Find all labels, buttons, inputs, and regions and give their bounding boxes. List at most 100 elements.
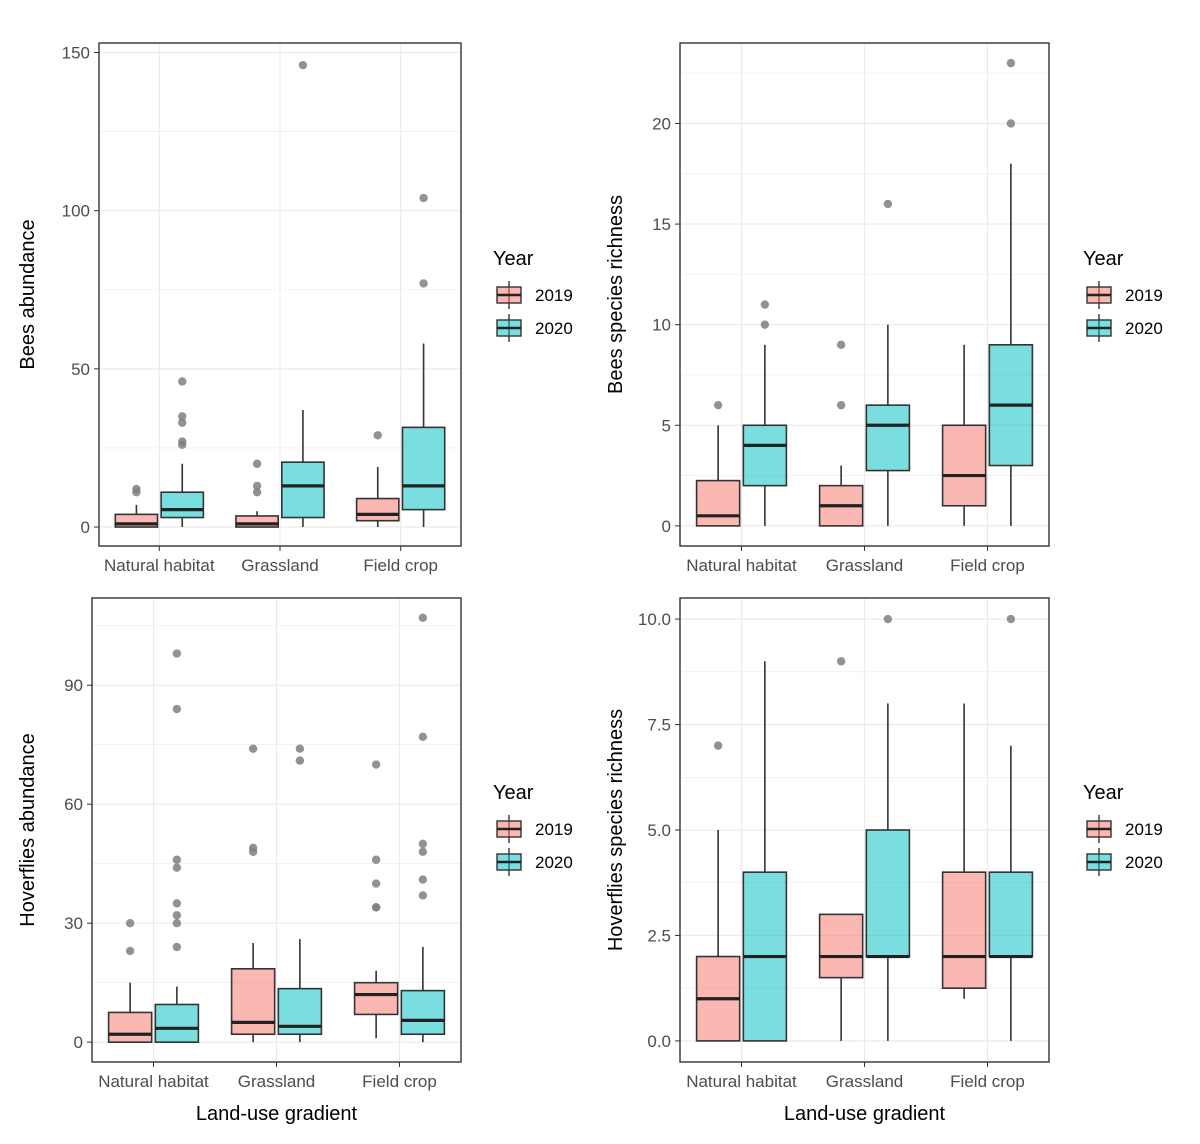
legend-label: 2019	[1125, 820, 1163, 839]
box-iqr	[230, 968, 276, 1036]
panel-border	[98, 42, 462, 547]
outlier-point	[418, 613, 428, 623]
outlier-point	[371, 855, 381, 864]
box-2020-field-crop	[400, 613, 446, 1043]
legend-title: Year	[493, 248, 534, 270]
box-2019-natural-habitat	[114, 484, 159, 528]
outlier-point	[252, 488, 262, 497]
box-2019-field-crop	[941, 344, 987, 526]
box-iqr	[160, 491, 205, 519]
x-tick-label: Natural habitat	[98, 1072, 209, 1091]
outlier-point	[172, 704, 182, 714]
outlier-point	[295, 756, 305, 765]
outlier-point	[298, 60, 308, 70]
y-tick-label: 90	[64, 676, 83, 695]
y-tick-label: 2.5	[647, 926, 671, 945]
outlier-point	[1006, 614, 1016, 624]
box-iqr	[281, 461, 325, 519]
y-tick-label: 100	[62, 202, 90, 221]
y-tick-label: 50	[71, 360, 90, 379]
y-tick-label: 20	[652, 114, 671, 133]
outlier-point	[252, 481, 262, 491]
outlier-point	[178, 437, 187, 446]
box-2020-natural-habitat	[160, 377, 205, 528]
outlier-point	[418, 839, 428, 849]
box-iqr	[235, 515, 279, 528]
outlier-point	[883, 614, 893, 624]
outlier-point	[760, 320, 770, 329]
legend-label: 2020	[535, 319, 573, 338]
outlier-point	[418, 875, 428, 884]
outlier-point	[172, 649, 182, 658]
panel-border	[679, 597, 1050, 1063]
x-tick-label: Field crop	[950, 1072, 1025, 1091]
y-tick-label: 10	[652, 316, 671, 335]
box-2020-field-crop	[988, 614, 1034, 1041]
box-2020-grassland	[865, 614, 911, 1041]
outlier-point	[178, 418, 187, 427]
box-iqr	[695, 479, 741, 527]
x-tick-label: Field crop	[950, 556, 1025, 575]
y-tick-label: 5	[662, 416, 671, 435]
outlier-point	[836, 657, 846, 666]
box-2019-natural-habitat	[107, 918, 153, 1043]
outlier-point	[172, 863, 182, 872]
y-tick-label: 10.0	[638, 610, 671, 629]
legend-label: 2019	[535, 286, 573, 305]
box-2020-natural-habitat	[154, 649, 200, 1043]
outlier-point	[419, 279, 428, 288]
outlier-point	[760, 300, 770, 309]
box-2019-field-crop	[941, 703, 987, 999]
box-2019-natural-habitat	[695, 400, 741, 527]
legend-title: Year	[1083, 782, 1124, 804]
legend-title: Year	[493, 782, 534, 804]
outlier-point	[836, 340, 846, 349]
box-iqr	[742, 424, 788, 487]
outlier-point	[418, 732, 428, 742]
box-2020-grassland	[281, 60, 325, 528]
outlier-point	[419, 193, 428, 203]
box-iqr	[107, 1011, 153, 1043]
outlier-point	[418, 891, 428, 900]
outlier-point	[248, 744, 258, 753]
outlier-point	[371, 760, 381, 769]
y-tick-label: 60	[64, 795, 83, 814]
x-tick-label: Natural habitat	[686, 556, 797, 575]
outlier-point	[713, 741, 723, 750]
box-2019-grassland	[818, 340, 864, 527]
y-axis-title: Hoverflies species richness	[605, 709, 627, 951]
box-2020-natural-habitat	[742, 661, 788, 1042]
x-tick-label: Natural habitat	[104, 556, 215, 575]
box-2020-field-crop	[988, 58, 1034, 526]
outlier-point	[371, 903, 381, 912]
outlier-point	[883, 199, 893, 209]
chart-panel-1: 0 50 100 150 Natural habitat Grassland Field c…	[17, 42, 573, 575]
outlier-point	[178, 412, 187, 421]
outlier-point	[172, 911, 182, 920]
box-2019-grassland	[818, 657, 864, 1041]
box-iqr	[818, 913, 864, 979]
box-2020-natural-habitat	[742, 300, 788, 526]
y-axis-title: Bees species richness	[605, 195, 627, 394]
y-tick-label: 0	[81, 518, 90, 537]
box-2020-field-crop	[401, 193, 446, 528]
chart-panel-3: 0 30 60 90 Natural habitat Grassland Field cro…	[17, 597, 573, 1125]
x-tick-label: Grassland	[826, 556, 903, 575]
box-2020-grassland	[277, 744, 323, 1043]
x-tick-label: Field crop	[363, 556, 438, 575]
box-iqr	[941, 424, 987, 507]
outlier-point	[373, 431, 382, 440]
y-tick-label: 15	[652, 215, 671, 234]
outlier-point	[1006, 119, 1016, 128]
x-tick-label: Grassland	[241, 556, 318, 575]
chart-panel-2: 0 5 10 15 20 Natural habitat Grassland Field cr…	[605, 42, 1163, 575]
legend-label: 2019	[535, 820, 573, 839]
outlier-point	[836, 400, 846, 410]
outlier-point	[371, 879, 381, 888]
y-axis-title: Hoverflies abundance	[17, 733, 39, 926]
box-2019-grassland	[235, 459, 279, 528]
outlier-point	[172, 899, 182, 908]
panel-border	[91, 597, 462, 1063]
x-tick-label: Grassland	[238, 1072, 315, 1091]
